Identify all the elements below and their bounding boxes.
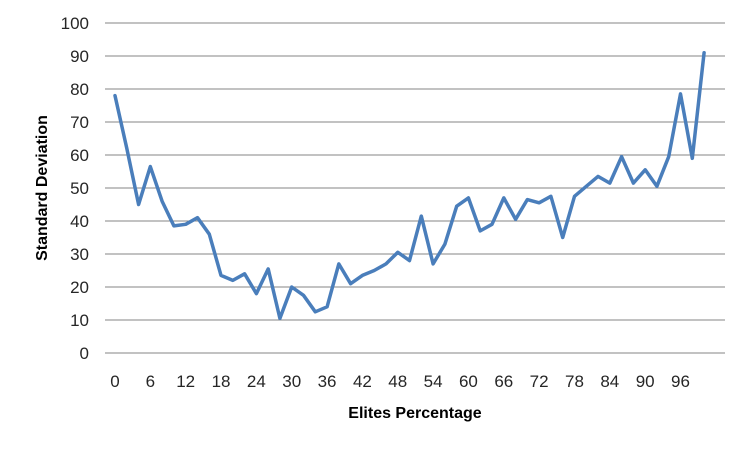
- y-tick-label: 80: [70, 80, 89, 99]
- x-tick-label: 60: [459, 372, 478, 391]
- y-axis-title: Standard Deviation: [34, 115, 51, 261]
- x-tick-label: 30: [282, 372, 301, 391]
- y-tick-label: 10: [70, 311, 89, 330]
- y-axis-tick-labels: 0 10 20 30 40 50 60 70 80 90 100: [61, 14, 89, 363]
- y-tick-label: 0: [80, 344, 89, 363]
- x-tick-label: 66: [494, 372, 513, 391]
- x-tick-label: 96: [671, 372, 690, 391]
- y-tick-label: 70: [70, 113, 89, 132]
- x-tick-label: 18: [212, 372, 231, 391]
- series-line: [113, 50, 706, 321]
- x-tick-label: 78: [565, 372, 584, 391]
- x-tick-label: 48: [388, 372, 407, 391]
- x-tick-label: 12: [176, 372, 195, 391]
- gridlines: [105, 22, 725, 354]
- y-tick-label: 20: [70, 278, 89, 297]
- y-tick-label: 30: [70, 245, 89, 264]
- x-axis-tick-labels: 0 6 12 18 24 30 36 42 48 54 60 66 72 78 84 90 96: [110, 372, 690, 391]
- x-tick-label: 24: [247, 372, 266, 391]
- x-axis-title: Elites Percentage: [348, 405, 482, 422]
- y-tick-label: 40: [70, 212, 89, 231]
- x-tick-label: 42: [353, 372, 372, 391]
- y-tick-label: 60: [70, 146, 89, 165]
- series-layer: [113, 50, 706, 321]
- x-tick-label: 84: [600, 372, 619, 391]
- x-tick-label: 0: [110, 372, 119, 391]
- x-tick-label: 54: [424, 372, 443, 391]
- y-tick-label: 50: [70, 179, 89, 198]
- x-tick-label: 90: [636, 372, 655, 391]
- x-tick-label: 6: [146, 372, 155, 391]
- y-tick-label: 100: [61, 14, 89, 33]
- x-tick-label: 36: [318, 372, 337, 391]
- x-tick-label: 72: [530, 372, 549, 391]
- y-tick-label: 90: [70, 47, 89, 66]
